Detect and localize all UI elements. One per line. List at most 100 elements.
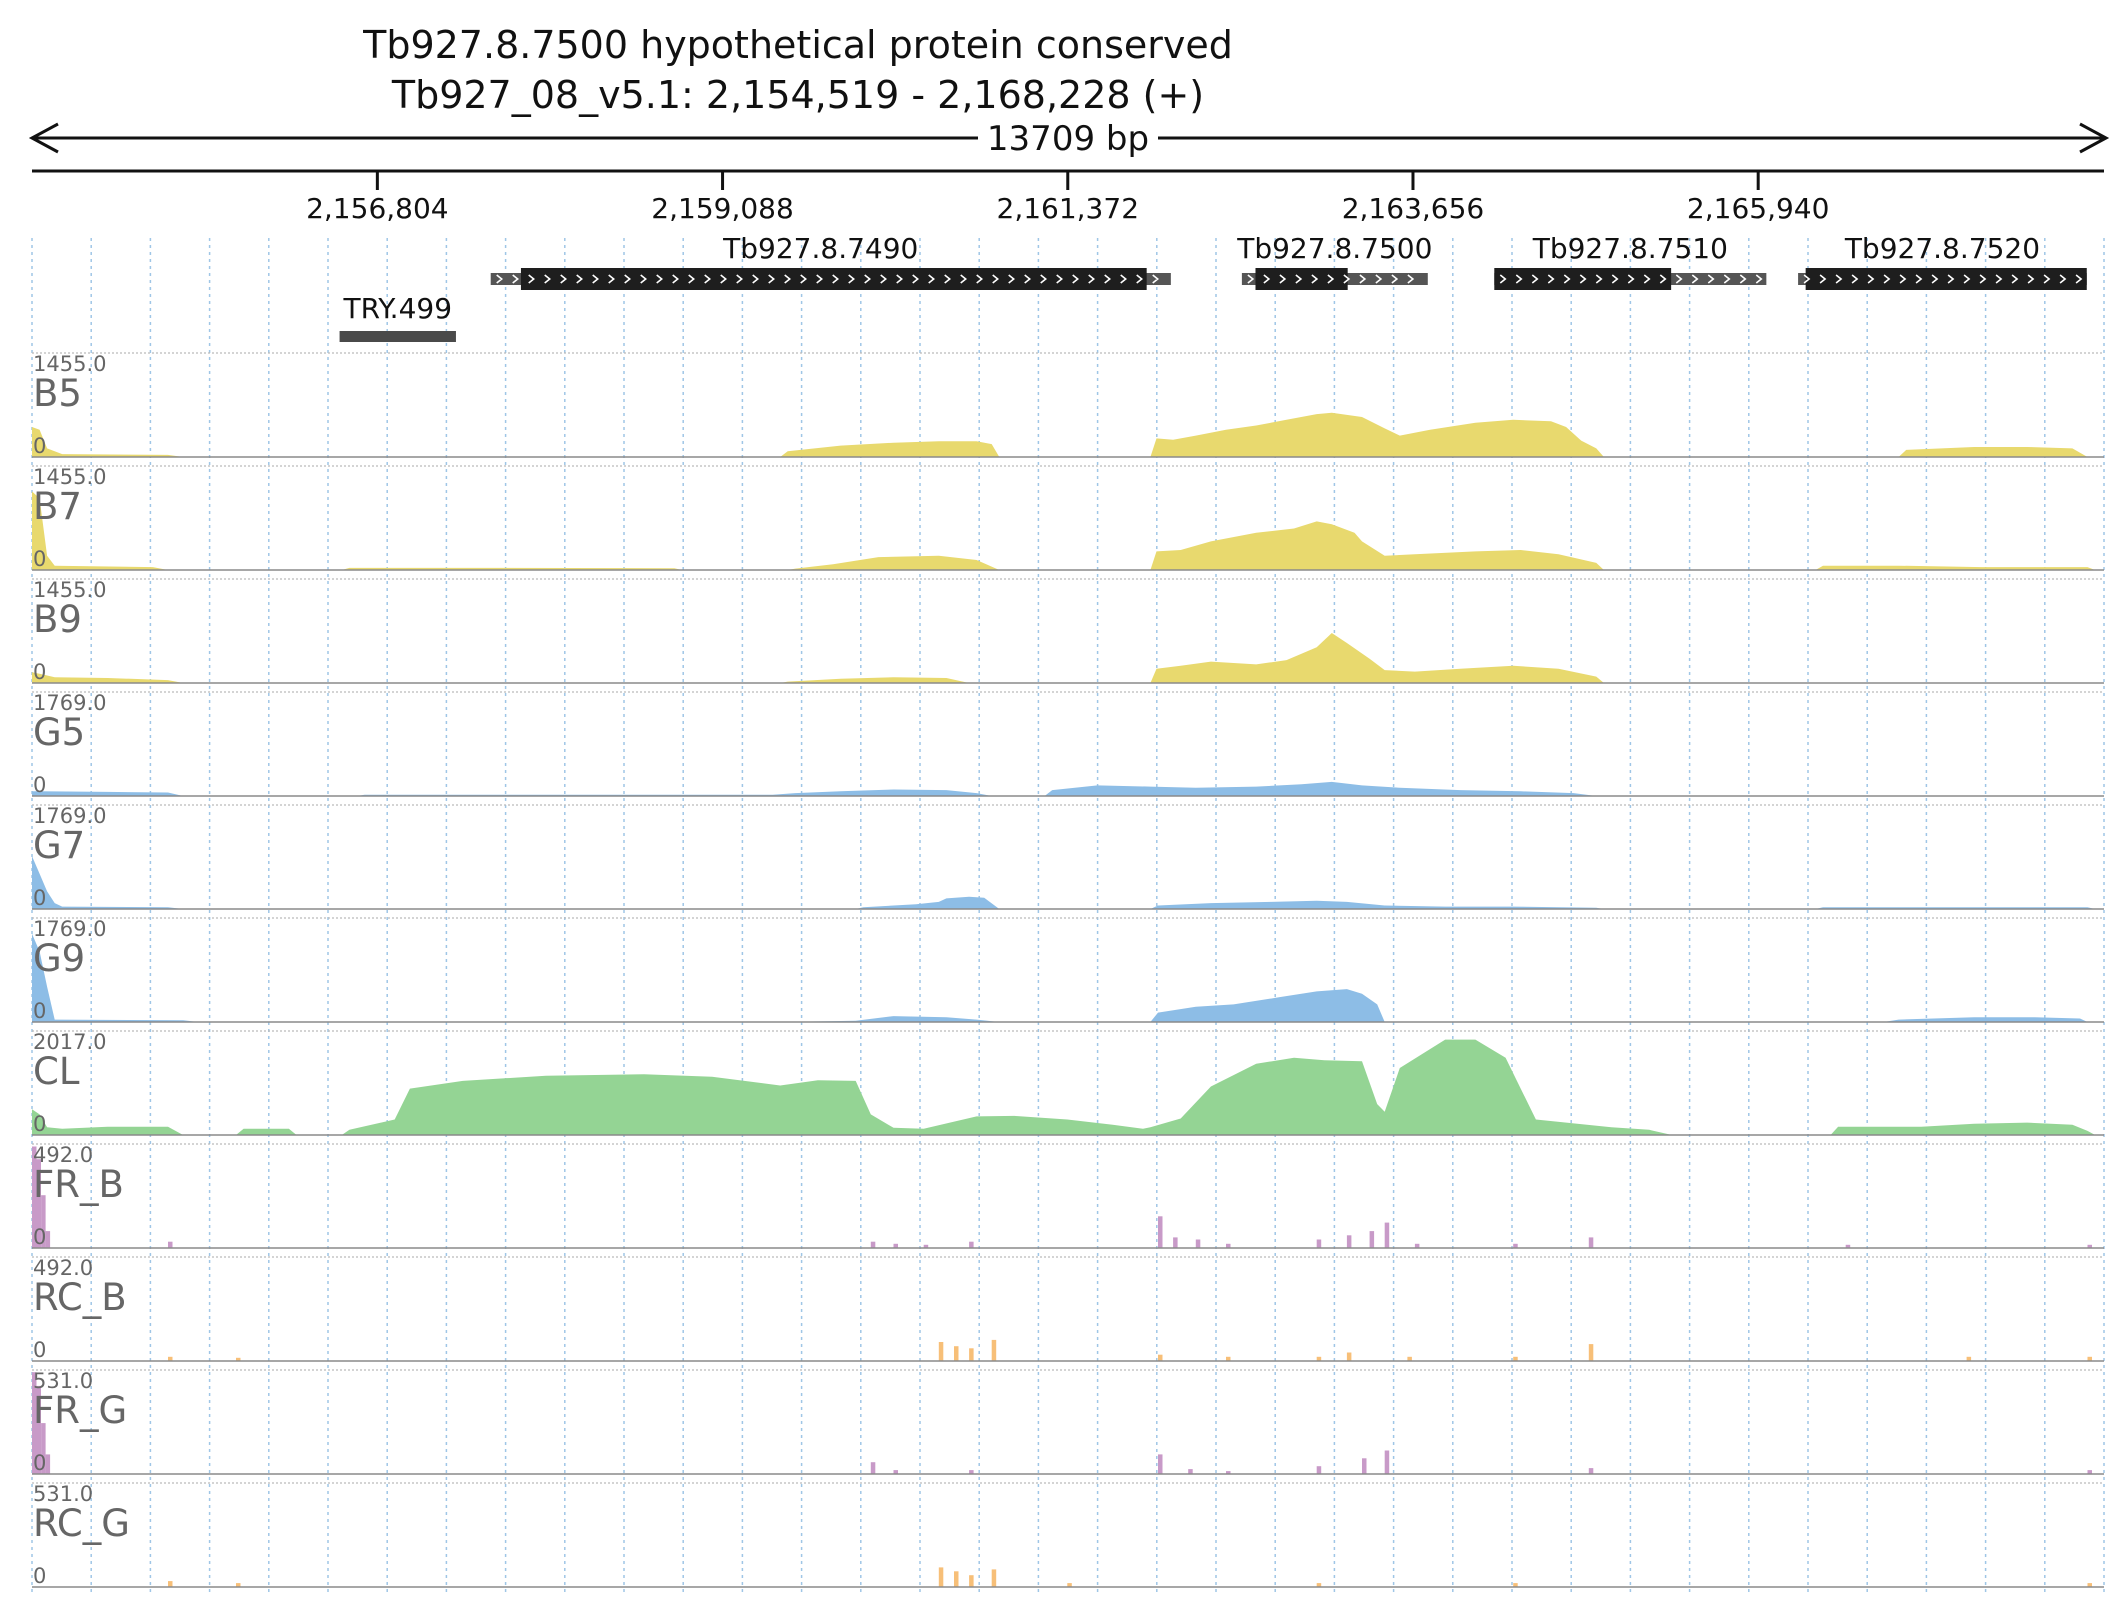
coverage-bar: [870, 1241, 876, 1248]
track-name-label: FR_B: [33, 1163, 124, 1206]
coverage-bar: [32, 1372, 37, 1474]
track-name-label: FR_G: [33, 1389, 127, 1432]
coverage-bar: [236, 1357, 241, 1361]
span-arrow-right-head: [2079, 122, 2110, 154]
coverage-bar: [36, 1159, 41, 1248]
track-max-label: 531.0: [33, 1482, 93, 1506]
coverage-area: [32, 412, 2104, 457]
coverage-bar: [1226, 1243, 1231, 1248]
coverage-bar: [1362, 1458, 1367, 1474]
coverage-tracks: 1455.0B501455.0B701455.0B901769.0G501769…: [32, 352, 2104, 1588]
coverage-bar: [1588, 1237, 1594, 1248]
gene-label: Tb927.8.7510: [1532, 232, 1728, 265]
coverage-bar: [2087, 1583, 2092, 1587]
coverage-bar: [969, 1241, 974, 1248]
track-max-label: 531.0: [33, 1369, 93, 1393]
strand-arrow: [1499, 274, 1763, 284]
coverage-bar: [2087, 1356, 2092, 1361]
coverage-bar: [1346, 1352, 1352, 1361]
coverage-bar: [1588, 1344, 1594, 1361]
coverage-bar: [32, 1146, 37, 1248]
coverage-bar: [1384, 1222, 1390, 1248]
coverage-bar: [1407, 1356, 1412, 1361]
gene-label: Tb927.8.7490: [722, 232, 918, 265]
coverage-bar: [1346, 1235, 1352, 1248]
track-b9: 1455.0B9 0: [32, 578, 2104, 684]
gene-cds: [520, 268, 1147, 290]
coverage-bar: [893, 1243, 898, 1248]
coverage-bar: [1414, 1243, 1420, 1248]
coverage-area: [32, 856, 2104, 909]
coverage-bar: [1316, 1239, 1322, 1248]
coverage-bar: [1384, 1450, 1390, 1474]
track-cl: 2017.0CL 0: [32, 1030, 2104, 1136]
coverage-bar: [1188, 1469, 1193, 1474]
track-zero-label: 0: [33, 1225, 46, 1249]
track-max-label: 492.0: [33, 1256, 93, 1280]
coverage-bar: [1158, 1354, 1163, 1361]
axis-ticks: 2,156,804 2,159,088 2,161,372 2,163,656 2,16…: [306, 171, 1829, 225]
track-zero-label: 0: [33, 660, 46, 684]
coverage-bar: [168, 1581, 173, 1587]
feature-bar: [339, 331, 456, 342]
track-name-label: B7: [33, 485, 82, 528]
coverage-bar: [1369, 1231, 1375, 1248]
coverage-area: [32, 1039, 2104, 1135]
track-max-label: 1769.0: [33, 804, 106, 828]
coverage-bar: [938, 1567, 944, 1587]
span-ruler: 13709 bp: [28, 119, 2110, 159]
track-g7: 1769.0G7 0: [32, 804, 2104, 910]
coverage-bar: [991, 1339, 997, 1361]
track-name-label: B9: [33, 598, 82, 641]
coverage-bar: [41, 1423, 46, 1474]
axis-tick-label: 2,161,372: [997, 192, 1140, 225]
track-name-label: B5: [33, 372, 82, 415]
coverage-bar: [1158, 1454, 1163, 1474]
axis-tick-label: 2,159,088: [651, 192, 794, 225]
coverage-bar: [991, 1569, 997, 1587]
coverage-bar: [1966, 1356, 1972, 1361]
span-label: 13709 bp: [987, 119, 1149, 159]
gene-label: Tb927.8.7520: [1844, 232, 2040, 265]
coverage-bar: [1845, 1244, 1851, 1248]
coverage-area: [32, 933, 2104, 1022]
coverage-bar: [969, 1348, 974, 1361]
track-max-label: 1455.0: [33, 352, 106, 376]
track-max-label: 492.0: [33, 1143, 93, 1167]
track-max-label: 1769.0: [33, 691, 106, 715]
coverage-bar: [1513, 1356, 1518, 1361]
coverage-bar: [168, 1356, 173, 1361]
track-name-label: G9: [33, 937, 85, 980]
coverage-area: [32, 781, 2104, 796]
axis-tick-label: 2,165,940: [1687, 192, 1830, 225]
coverage-bar: [923, 1244, 929, 1248]
coverage-area: [32, 633, 2104, 683]
track-rc-g: 531.0RC_G 0: [32, 1482, 2104, 1588]
track-fr-b: 492.0FR_B 0: [32, 1143, 2104, 1249]
coverage-bar: [1316, 1356, 1322, 1361]
track-zero-label: 0: [33, 1564, 46, 1588]
coverage-bar: [870, 1462, 876, 1474]
track-max-label: 1455.0: [33, 465, 106, 489]
track-g5: 1769.0G5 0: [32, 691, 2104, 797]
track-max-label: 1769.0: [33, 917, 106, 941]
coverage-bar: [893, 1470, 898, 1474]
coverage-bar: [1158, 1216, 1163, 1248]
track-max-label: 1455.0: [33, 578, 106, 602]
coverage-bar: [168, 1241, 173, 1248]
coverage-bar: [1316, 1466, 1322, 1474]
track-name-label: RC_B: [33, 1276, 127, 1319]
coverage-bar: [969, 1470, 974, 1474]
track-zero-label: 0: [33, 547, 46, 571]
coverage-bar: [1316, 1583, 1322, 1587]
coverage-bar: [2087, 1470, 2092, 1474]
track-b5: 1455.0B5 0: [32, 352, 2104, 458]
strand-arrow: [1247, 274, 1415, 284]
track-name-label: G5: [33, 711, 85, 754]
coordinate-axis: 2,156,804 2,159,088 2,161,372 2,163,656 2,16…: [32, 169, 2104, 225]
track-g9: 1769.0G9 0: [32, 917, 2104, 1023]
coverage-bar: [1588, 1468, 1594, 1474]
track-zero-label: 0: [33, 999, 46, 1023]
figure-header: Tb927.8.7500 hypothetical protein conser…: [362, 23, 1233, 117]
coverage-bar: [1226, 1471, 1231, 1474]
